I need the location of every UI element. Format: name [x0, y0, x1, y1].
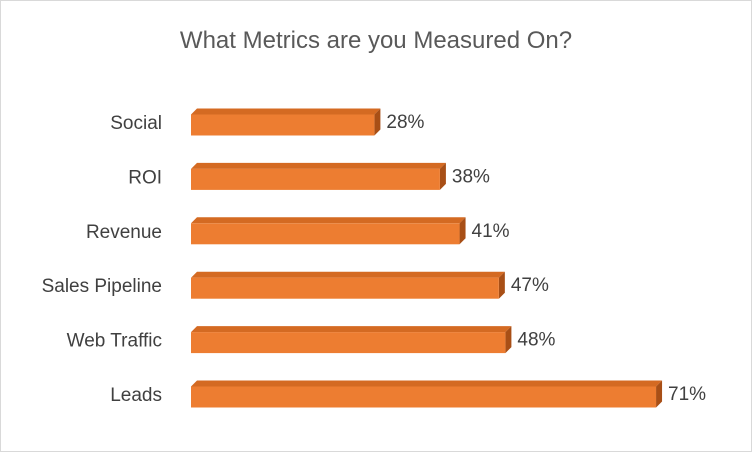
data-label: 38%	[452, 166, 490, 187]
bar-front-face	[191, 332, 506, 354]
bar-top-face	[191, 217, 466, 224]
bar-roi	[191, 162, 446, 190]
data-label: 28%	[386, 112, 424, 133]
bar-side-face	[459, 217, 466, 245]
bars-group: Social 28% ROI 38% Revenue 41% Sales Pipeline 4…	[42, 108, 706, 408]
bar-top-face	[191, 380, 663, 387]
bar-top-face	[191, 271, 505, 278]
bar-web-traffic	[191, 326, 512, 354]
bar-front-face	[191, 114, 375, 136]
bar-leads	[191, 380, 663, 408]
bar-top-face	[191, 326, 512, 333]
bar-side-face	[505, 326, 512, 354]
data-label: 48%	[517, 330, 555, 351]
data-label: 41%	[472, 221, 510, 242]
category-label: Leads	[110, 385, 162, 406]
bar-top-face	[191, 162, 446, 169]
category-label: Sales Pipeline	[42, 276, 162, 297]
category-label: Social	[110, 113, 162, 134]
data-label: 47%	[511, 275, 549, 296]
bar-front-face	[191, 168, 440, 190]
bar-front-face	[191, 277, 499, 299]
bar-top-face	[191, 108, 381, 115]
category-label: Web Traffic	[67, 331, 162, 352]
chart-title: What Metrics are you Measured On?	[180, 27, 572, 54]
bar-social	[191, 108, 381, 136]
bar-side-face	[498, 271, 505, 299]
bar-revenue	[191, 217, 466, 245]
bar-side-face	[656, 380, 663, 408]
bar-front-face	[191, 223, 460, 245]
data-label: 71%	[668, 384, 706, 405]
bar-side-face	[439, 162, 446, 190]
bar-side-face	[374, 108, 381, 136]
category-label: Revenue	[86, 222, 162, 243]
bar-sales-pipeline	[191, 271, 505, 299]
category-label: ROI	[128, 167, 162, 188]
bar-front-face	[191, 386, 657, 408]
